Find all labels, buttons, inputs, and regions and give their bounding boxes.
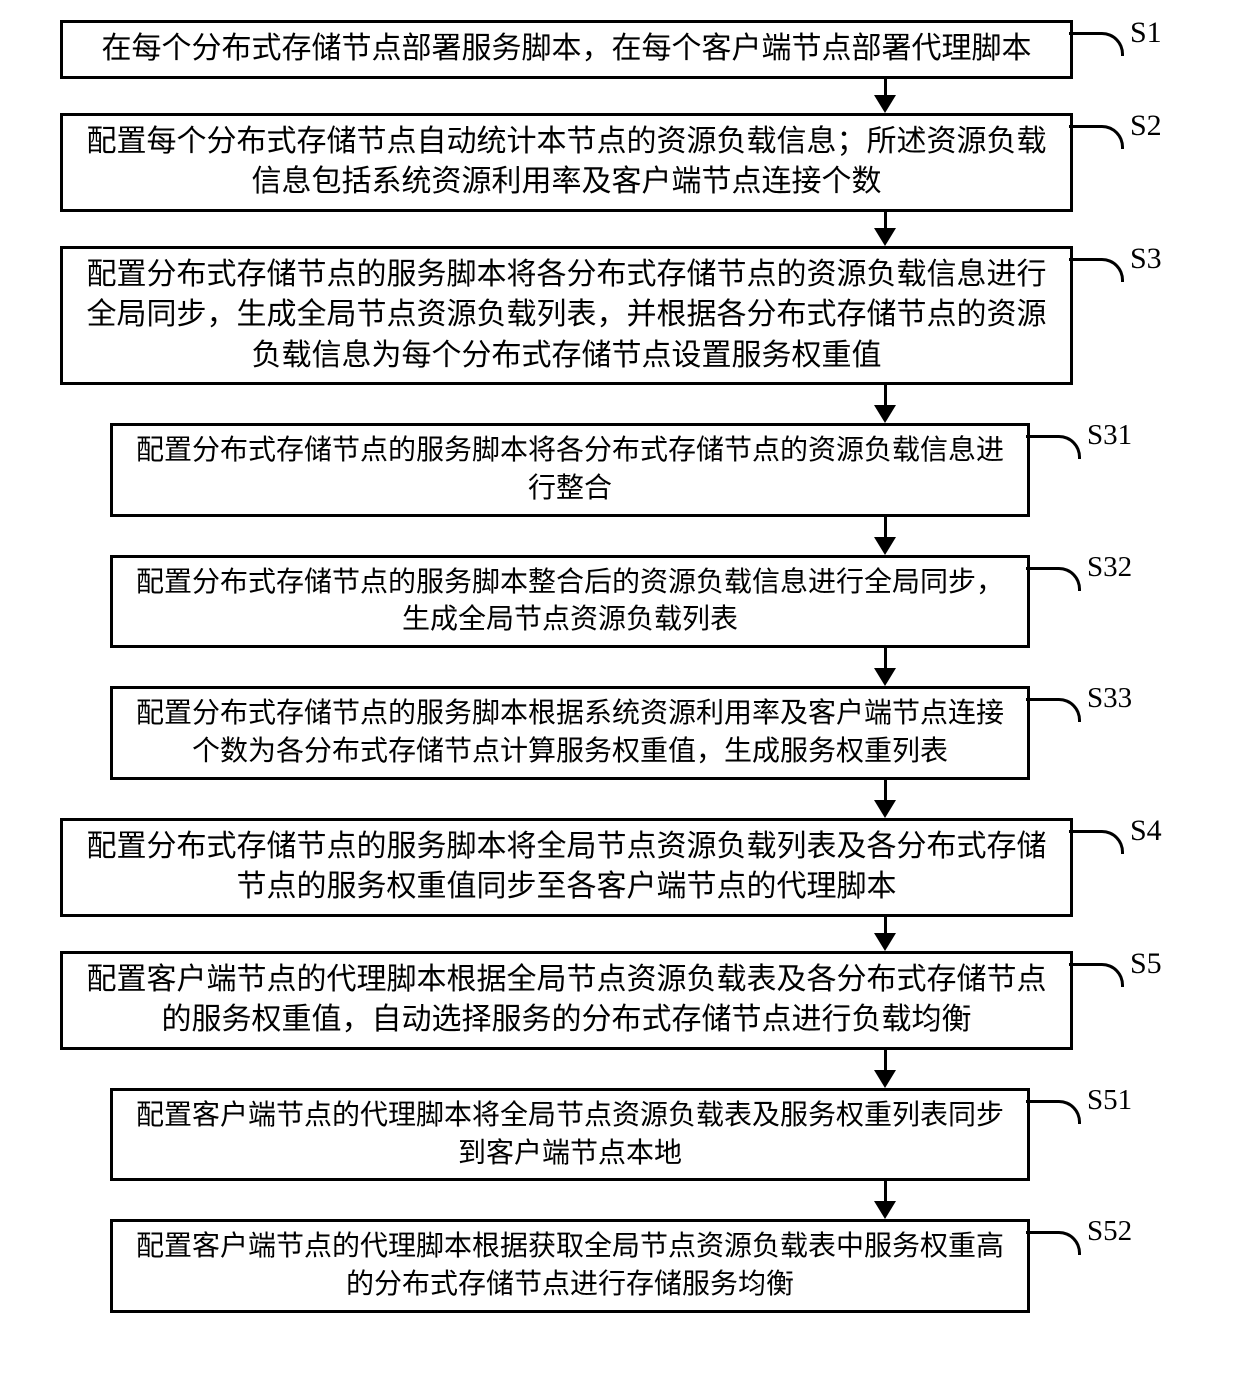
- connector-curve: [1069, 963, 1124, 987]
- step-text: 配置分布式存储节点的服务脚本将各分布式存储节点的资源负载信息进行整合: [125, 432, 1015, 508]
- step-box-s2: 配置每个分布式存储节点自动统计本节点的资源负载信息；所述资源负载信息包括系统资源…: [60, 113, 1073, 212]
- connector-curve: [1026, 435, 1081, 459]
- flowchart-container: 在每个分布式存储节点部署服务脚本，在每个客户端节点部署代理脚本 S1 配置每个分…: [40, 20, 1200, 1313]
- step-row-s5: 配置客户端节点的代理脚本根据全局节点资源负载表及各分布式存储节点的服务权重值，自…: [40, 951, 1200, 1050]
- step-box-s4: 配置分布式存储节点的服务脚本将全局节点资源负载列表及各分布式存储节点的服务权重值…: [60, 818, 1073, 917]
- step-label-s2: S2: [1130, 109, 1200, 143]
- connector-curve: [1026, 567, 1081, 591]
- step-text: 配置每个分布式存储节点自动统计本节点的资源负载信息；所述资源负载信息包括系统资源…: [75, 122, 1058, 203]
- step-text: 配置分布式存储节点的服务脚本将全局节点资源负载列表及各分布式存储节点的服务权重值…: [75, 827, 1058, 908]
- step-box-s1: 在每个分布式存储节点部署服务脚本，在每个客户端节点部署代理脚本: [60, 20, 1073, 79]
- connector-curve: [1069, 258, 1124, 282]
- connector-curve: [1026, 1100, 1081, 1124]
- step-text: 配置客户端节点的代理脚本将全局节点资源负载表及服务权重列表同步到客户端节点本地: [125, 1097, 1015, 1173]
- step-text: 配置客户端节点的代理脚本根据全局节点资源负载表及各分布式存储节点的服务权重值，自…: [75, 960, 1058, 1041]
- connector-curve: [1026, 698, 1081, 722]
- step-row-s1: 在每个分布式存储节点部署服务脚本，在每个客户端节点部署代理脚本 S1: [40, 20, 1200, 79]
- connector-curve: [1069, 125, 1124, 149]
- step-box-s5: 配置客户端节点的代理脚本根据全局节点资源负载表及各分布式存储节点的服务权重值，自…: [60, 951, 1073, 1050]
- step-text: 配置分布式存储节点的服务脚本根据系统资源利用率及客户端节点连接个数为各分布式存储…: [125, 695, 1015, 771]
- step-row-s2: 配置每个分布式存储节点自动统计本节点的资源负载信息；所述资源负载信息包括系统资源…: [40, 113, 1200, 212]
- step-box-s33: 配置分布式存储节点的服务脚本根据系统资源利用率及客户端节点连接个数为各分布式存储…: [110, 686, 1030, 780]
- step-label-s32: S32: [1087, 551, 1157, 584]
- step-text: 配置客户端节点的代理脚本根据获取全局节点资源负载表中服务权重高的分布式存储节点进…: [125, 1228, 1015, 1304]
- step-text: 配置分布式存储节点的服务脚本整合后的资源负载信息进行全局同步，生成全局节点资源负…: [125, 564, 1015, 640]
- step-label-s33: S33: [1087, 682, 1157, 715]
- step-box-s31: 配置分布式存储节点的服务脚本将各分布式存储节点的资源负载信息进行整合: [110, 423, 1030, 517]
- step-text: 在每个分布式存储节点部署服务脚本，在每个客户端节点部署代理脚本: [102, 29, 1032, 70]
- step-label-s31: S31: [1087, 419, 1157, 452]
- arrow: [874, 212, 896, 246]
- step-box-s32: 配置分布式存储节点的服务脚本整合后的资源负载信息进行全局同步，生成全局节点资源负…: [110, 555, 1030, 649]
- step-row-s51: 配置客户端节点的代理脚本将全局节点资源负载表及服务权重列表同步到客户端节点本地 …: [40, 1088, 1200, 1182]
- step-box-s3: 配置分布式存储节点的服务脚本将各分布式存储节点的资源负载信息进行全局同步，生成全…: [60, 246, 1073, 386]
- step-label-s52: S52: [1087, 1215, 1157, 1248]
- connector-curve: [1069, 32, 1124, 56]
- arrow: [874, 780, 896, 818]
- step-row-s3: 配置分布式存储节点的服务脚本将各分布式存储节点的资源负载信息进行全局同步，生成全…: [40, 246, 1200, 386]
- arrow: [874, 1181, 896, 1219]
- connector-curve: [1026, 1231, 1081, 1255]
- step-label-s3: S3: [1130, 242, 1200, 276]
- connector-curve: [1069, 830, 1124, 854]
- step-label-s1: S1: [1130, 16, 1200, 50]
- arrow: [874, 517, 896, 555]
- step-box-s51: 配置客户端节点的代理脚本将全局节点资源负载表及服务权重列表同步到客户端节点本地: [110, 1088, 1030, 1182]
- arrow: [874, 917, 896, 951]
- arrow: [874, 79, 896, 113]
- step-text: 配置分布式存储节点的服务脚本将各分布式存储节点的资源负载信息进行全局同步，生成全…: [75, 255, 1058, 377]
- step-row-s31: 配置分布式存储节点的服务脚本将各分布式存储节点的资源负载信息进行整合 S31: [40, 423, 1200, 517]
- arrow: [874, 648, 896, 686]
- step-label-s5: S5: [1130, 947, 1200, 981]
- step-label-s4: S4: [1130, 814, 1200, 848]
- step-label-s51: S51: [1087, 1084, 1157, 1117]
- step-row-s4: 配置分布式存储节点的服务脚本将全局节点资源负载列表及各分布式存储节点的服务权重值…: [40, 818, 1200, 917]
- arrow: [874, 1050, 896, 1088]
- step-row-s32: 配置分布式存储节点的服务脚本整合后的资源负载信息进行全局同步，生成全局节点资源负…: [40, 555, 1200, 649]
- step-row-s52: 配置客户端节点的代理脚本根据获取全局节点资源负载表中服务权重高的分布式存储节点进…: [40, 1219, 1200, 1313]
- step-row-s33: 配置分布式存储节点的服务脚本根据系统资源利用率及客户端节点连接个数为各分布式存储…: [40, 686, 1200, 780]
- step-box-s52: 配置客户端节点的代理脚本根据获取全局节点资源负载表中服务权重高的分布式存储节点进…: [110, 1219, 1030, 1313]
- arrow: [874, 385, 896, 423]
